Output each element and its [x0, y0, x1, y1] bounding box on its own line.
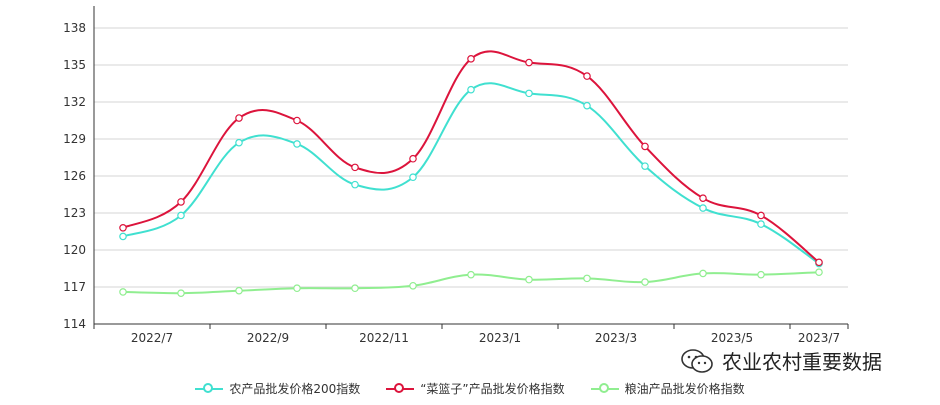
- data-point: [699, 204, 707, 212]
- y-tick-label: 126: [63, 169, 86, 183]
- data-point: [177, 289, 185, 297]
- data-point: [699, 194, 707, 203]
- data-point: [525, 89, 533, 98]
- data-point: [467, 85, 475, 94]
- data-point: [699, 269, 707, 278]
- y-tick-label: 117: [63, 280, 86, 294]
- data-point: [119, 224, 127, 232]
- data-point: [235, 286, 243, 295]
- data-point: [641, 142, 649, 151]
- legend-label: 粮油产品批发价格指数: [624, 382, 745, 396]
- x-tick-label: 2023/1: [479, 331, 521, 345]
- data-point: [119, 232, 127, 241]
- data-point: [525, 58, 533, 67]
- data-point: [815, 258, 823, 267]
- legend: 农产品批发价格200指数 “菜篮子”产品批发价格指数 粮油产品批发价格指数: [0, 380, 940, 397]
- data-point: [757, 270, 765, 279]
- legend-swatch: [386, 382, 415, 396]
- data-point: [409, 154, 417, 163]
- data-point: [409, 281, 417, 290]
- data-point: [641, 162, 649, 170]
- data-point: [293, 140, 301, 148]
- data-point: [583, 72, 591, 80]
- data-point: [583, 101, 591, 110]
- y-tick-label: 120: [63, 243, 86, 257]
- data-point: [351, 284, 359, 293]
- data-point: [293, 116, 301, 125]
- data-point: [641, 278, 649, 286]
- legend-label: “菜篮子”产品批发价格指数: [420, 382, 565, 396]
- data-point: [235, 114, 243, 122]
- data-point: [235, 138, 243, 147]
- data-point: [525, 275, 533, 284]
- data-point: [351, 180, 359, 189]
- data-point: [757, 220, 765, 228]
- data-point: [351, 163, 359, 172]
- y-tick-label: 132: [63, 95, 86, 109]
- series-line-2: [122, 50, 820, 264]
- x-tick-label: 2022/7: [131, 331, 173, 345]
- x-tick-label: 2023/7: [798, 331, 840, 345]
- watermark: 农业农村重要数据: [680, 346, 882, 375]
- watermark-text: 农业农村重要数据: [722, 350, 882, 374]
- y-tick-label: 138: [63, 21, 86, 35]
- series-line-1: [122, 82, 820, 265]
- legend-item[interactable]: 农产品批发价格200指数: [195, 380, 360, 397]
- legend-item[interactable]: 粮油产品批发价格指数: [590, 380, 745, 397]
- data-point: [467, 270, 475, 279]
- legend-swatch: [195, 382, 224, 396]
- data-point: [177, 211, 185, 220]
- wechat-icon: [680, 347, 714, 375]
- legend-swatch: [590, 382, 619, 396]
- data-point: [293, 284, 301, 293]
- data-point: [467, 55, 475, 63]
- y-tick-label: 135: [63, 58, 86, 72]
- y-tick-label: 123: [63, 206, 86, 220]
- x-tick-label: 2023/3: [595, 331, 637, 345]
- x-tick-label: 2022/9: [247, 331, 289, 345]
- x-tick-label: 2023/5: [711, 331, 753, 345]
- data-point: [757, 211, 765, 220]
- legend-item[interactable]: “菜篮子”产品批发价格指数: [386, 380, 565, 397]
- data-point: [119, 288, 127, 296]
- y-tick-label: 114: [63, 317, 86, 331]
- data-point: [177, 198, 185, 206]
- x-tick-label: 2022/11: [359, 331, 409, 345]
- data-point: [583, 274, 591, 283]
- data-point: [815, 268, 823, 277]
- y-tick-label: 129: [63, 132, 86, 146]
- legend-label: 农产品批发价格200指数: [229, 382, 361, 396]
- data-point: [409, 173, 417, 182]
